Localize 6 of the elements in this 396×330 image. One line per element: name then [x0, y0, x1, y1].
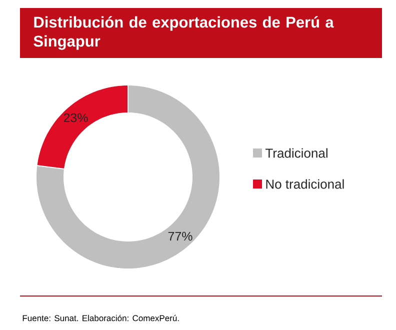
legend-label: No tradicional: [266, 179, 344, 189]
source-note: Fuente: Sunat. Elaboración: ComexPerú.: [22, 314, 179, 322]
data-label: 23%: [64, 113, 88, 122]
legend-label: Tradicional: [266, 148, 328, 158]
chart-title: Distribución de exportaciones de Perú a Singapur: [34, 16, 334, 50]
data-label: 77%: [168, 232, 192, 241]
